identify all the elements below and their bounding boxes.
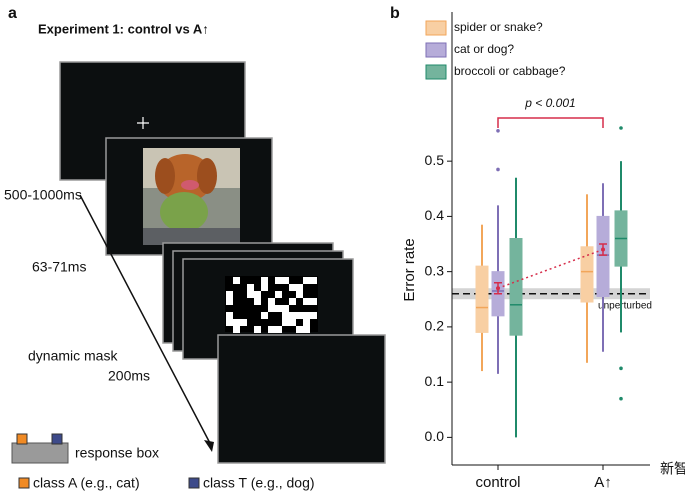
significance-bracket bbox=[497, 117, 604, 128]
legend-label: cat or dog? bbox=[454, 42, 514, 56]
legend-label: broccoli or cabbage? bbox=[454, 64, 566, 78]
response-frame bbox=[217, 334, 386, 464]
timing-label: 500-1000ms bbox=[4, 187, 82, 203]
box bbox=[580, 246, 594, 303]
mask-cell bbox=[226, 291, 233, 298]
mask-cell bbox=[233, 319, 240, 326]
outlier bbox=[496, 128, 500, 133]
mask-cell bbox=[261, 284, 268, 291]
mask-cell bbox=[275, 326, 282, 333]
outlier bbox=[496, 167, 500, 172]
significance-label: p < 0.001 bbox=[524, 96, 575, 110]
mask-cell bbox=[296, 291, 303, 298]
mask-cell bbox=[268, 298, 275, 305]
panel-letter: b bbox=[390, 5, 400, 22]
mask-cell bbox=[282, 312, 289, 319]
mask-cell bbox=[282, 319, 289, 326]
legend-label: spider or snake? bbox=[454, 20, 543, 34]
legend-swatch bbox=[425, 20, 447, 36]
mask-cell bbox=[268, 326, 275, 333]
mask-cell bbox=[261, 277, 268, 284]
mask-cell bbox=[233, 326, 240, 333]
y-tick-label: 0.1 bbox=[425, 373, 445, 389]
mask-cell bbox=[296, 326, 303, 333]
mask-cell bbox=[282, 305, 289, 312]
outlier bbox=[619, 396, 623, 401]
mask-cell bbox=[275, 291, 282, 298]
legend-swatch bbox=[425, 42, 447, 58]
mask-cell bbox=[275, 277, 282, 284]
mask-cell bbox=[289, 298, 296, 305]
response-box bbox=[11, 442, 69, 464]
fixation-cross bbox=[137, 117, 149, 129]
x-tick-label: control bbox=[475, 474, 520, 491]
mask-cell bbox=[254, 298, 261, 305]
reference-label: unperturbed bbox=[598, 300, 652, 311]
y-axis-label: Error rate bbox=[401, 238, 418, 301]
panel-title: Experiment 1: control vs A↑ bbox=[38, 21, 209, 36]
y-tick-label: 0.2 bbox=[425, 318, 445, 334]
timing-label: 200ms bbox=[108, 368, 150, 384]
mask-cell bbox=[296, 284, 303, 291]
mask-cell bbox=[303, 326, 310, 333]
class-a-swatch bbox=[18, 477, 30, 489]
mask-cell bbox=[268, 305, 275, 312]
response-label: response box bbox=[75, 445, 159, 461]
mask-cell bbox=[233, 277, 240, 284]
mask-cell bbox=[247, 291, 254, 298]
outlier bbox=[619, 126, 623, 130]
button-a bbox=[16, 433, 28, 445]
mask-cell bbox=[303, 312, 310, 319]
mask-cell bbox=[226, 298, 233, 305]
mask-cell bbox=[310, 277, 317, 284]
dog-image bbox=[143, 148, 240, 245]
mask-cell bbox=[310, 312, 317, 319]
mask-cell bbox=[254, 326, 261, 333]
mask-cell bbox=[296, 312, 303, 319]
y-tick-label: 0.3 bbox=[425, 262, 445, 278]
mask-cell bbox=[282, 277, 289, 284]
mask-cell bbox=[254, 291, 261, 298]
class-t-swatch bbox=[188, 477, 200, 489]
y-tick-label: 0.5 bbox=[425, 152, 445, 168]
outlier bbox=[619, 366, 623, 371]
legend-swatch bbox=[425, 64, 447, 80]
class-label: class T (e.g., dog) bbox=[203, 475, 315, 491]
panel-a: a Experiment 1: control vs A↑ 500-1000ms… bbox=[4, 5, 386, 491]
mask-pattern bbox=[225, 276, 318, 333]
mask-cell bbox=[226, 319, 233, 326]
mask-cell bbox=[289, 319, 296, 326]
mask-cell bbox=[261, 312, 268, 319]
y-tick-label: 0.4 bbox=[425, 207, 445, 223]
mask-cell bbox=[303, 277, 310, 284]
panel-b: b Error rate 新智元 unperturbed 0.0 0.1 0.2 0.3… bbox=[390, 5, 685, 491]
box bbox=[509, 238, 523, 336]
timing-label: dynamic mask bbox=[28, 348, 118, 364]
watermark: 新智元 bbox=[660, 461, 685, 477]
panel-letter: a bbox=[8, 5, 17, 22]
button-t bbox=[51, 433, 63, 445]
mask-cell bbox=[247, 284, 254, 291]
box bbox=[475, 265, 489, 333]
arrow-head bbox=[204, 440, 214, 452]
mask-cell bbox=[289, 284, 296, 291]
mask-cell bbox=[310, 298, 317, 305]
x-tick-label: A↑ bbox=[594, 474, 612, 491]
mean-point bbox=[496, 286, 500, 291]
mask-cell bbox=[303, 319, 310, 326]
mask-cell bbox=[275, 305, 282, 312]
mask-cell bbox=[303, 298, 310, 305]
mask-cell bbox=[226, 312, 233, 319]
y-tick-label: 0.0 bbox=[425, 428, 445, 444]
mask-cell bbox=[240, 319, 247, 326]
mask-cell bbox=[289, 312, 296, 319]
mean-connector bbox=[497, 248, 604, 289]
mean-point bbox=[601, 247, 605, 252]
timing-label: 63-71ms bbox=[32, 259, 86, 275]
time-arrow bbox=[79, 194, 213, 448]
box bbox=[596, 215, 610, 298]
class-label: class A (e.g., cat) bbox=[33, 475, 140, 491]
